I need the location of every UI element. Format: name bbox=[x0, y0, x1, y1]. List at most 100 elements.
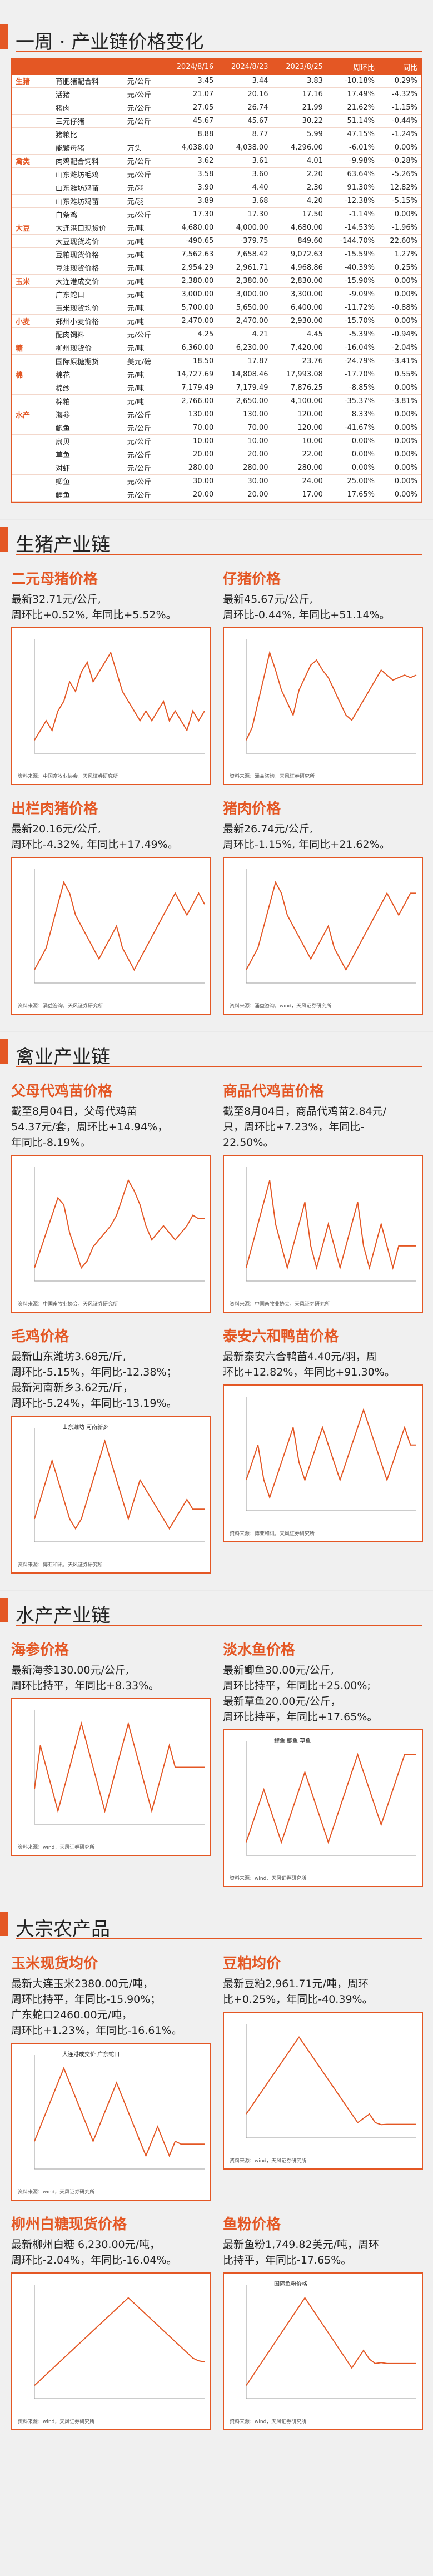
chart-card: 商品代鸡苗价格 截至8月04日，商品代鸡苗2.84元/只，周环比+7.23%，年同… bbox=[223, 1080, 423, 1313]
value-cell: 30.22 bbox=[271, 114, 326, 128]
value-cell: 2,470.00 bbox=[162, 314, 217, 328]
price-table: 2024/8/16 2024/8/23 2023/8/25 周环比 同比 生猪 育肥猪配合… bbox=[12, 59, 421, 502]
category-cell bbox=[12, 207, 52, 221]
value-cell: 17.30 bbox=[162, 207, 217, 221]
value-cell: 0.00% bbox=[378, 207, 421, 221]
category-cell bbox=[12, 194, 52, 208]
value-cell: 元/吨 bbox=[123, 234, 162, 248]
item-name-cell: 山东潍坊毛鸡 bbox=[52, 167, 124, 181]
value-cell: -35.37% bbox=[326, 394, 379, 408]
value-cell: 0.00% bbox=[378, 381, 421, 395]
table-row: 鲤鱼 元/公斤 20.00 20.00 17.00 17.65% 0.00% bbox=[12, 488, 421, 502]
value-cell bbox=[123, 127, 162, 141]
chart-box: 大连港成交价 广东蛇口 资料来源：wind，天风证券研究所 bbox=[11, 2043, 211, 2201]
value-cell: 0.00% bbox=[378, 448, 421, 461]
table-row: 糖柳州现货价 元/吨 6,360.00 6,230.00 7,420.00 -16.04%… bbox=[12, 341, 421, 355]
value-cell: 0.55% bbox=[378, 368, 421, 381]
value-cell: 1.27% bbox=[378, 247, 421, 261]
chart-title: 毛鸡价格 bbox=[11, 1328, 69, 1345]
value-cell: 20.00 bbox=[162, 448, 217, 461]
value-cell: -4.32% bbox=[378, 87, 421, 101]
value-cell: 元/公斤 bbox=[123, 87, 162, 101]
value-cell: 21.62% bbox=[326, 101, 379, 115]
value-cell: -2.04% bbox=[378, 341, 421, 355]
table-header-cell: 同比 bbox=[378, 59, 421, 75]
value-cell: -0.88% bbox=[378, 301, 421, 315]
value-cell: 4,296.00 bbox=[271, 141, 326, 155]
chart-description: 最新柳州白糖 6,230.00元/吨， 周环比-2.04%，年同比-16.04%。 bbox=[11, 2239, 177, 2266]
value-cell: 24.00 bbox=[271, 474, 326, 488]
chart-box: 国际鱼粉价格 资料来源：wind，天风证券研究所 bbox=[223, 2272, 423, 2430]
chart-description: 截至8月04日，父母代鸡苗 54.37元/套，周环比+14.94%， 年同比-8.1… bbox=[11, 1105, 168, 1149]
value-cell: -490.65 bbox=[162, 234, 217, 248]
value-cell: 6,230.00 bbox=[217, 341, 272, 355]
value-cell: 0.00% bbox=[378, 274, 421, 288]
item-name-cell: 猪粮比 bbox=[52, 127, 124, 141]
category-cell bbox=[12, 421, 52, 435]
value-cell: 2,470.00 bbox=[217, 314, 272, 328]
chart-card: 鱼粉价格 最新鱼粉1,749.82美元/吨，周环 比持平，年同比-17.65%。 国际… bbox=[223, 2213, 423, 2430]
chart-card: 二元母猪价格 最新32.71元/公斤, 周环比+0.52%, 年同比+5.52%。资… bbox=[11, 568, 211, 785]
item-name-cell: 山东潍坊鸡苗 bbox=[52, 194, 124, 208]
chart-title: 玉米现货均价 bbox=[11, 1955, 98, 1972]
table-row: 豆粕现货价格 元/吨 7,562.63 7,658.42 9,072.63 -15.59%… bbox=[12, 247, 421, 261]
item-name-cell: 草鱼 bbox=[52, 448, 124, 461]
category-cell bbox=[12, 141, 52, 155]
category-cell bbox=[12, 461, 52, 475]
item-name-cell: 配肉饲料 bbox=[52, 327, 124, 341]
chart-title: 淡水鱼价格 bbox=[223, 1642, 296, 1659]
chart-box: 资料来源：涌益咨询，天风证券研究所 bbox=[223, 627, 423, 785]
item-name-cell: 大豆现货均价 bbox=[52, 234, 124, 248]
chart-source: 资料来源：博亚和讯，天风证券研究所 bbox=[230, 1531, 315, 1537]
value-cell: 849.60 bbox=[271, 234, 326, 248]
table-row: 三元仔猪 元/公斤 45.67 45.67 30.22 51.14% -0.44% bbox=[12, 114, 421, 128]
value-cell: 4.20 bbox=[271, 194, 326, 208]
item-name-cell: 三元仔猪 bbox=[52, 114, 124, 128]
value-cell: 元/吨 bbox=[123, 274, 162, 288]
item-name-cell: 棉粕 bbox=[52, 394, 124, 408]
value-cell: 7,876.25 bbox=[271, 381, 326, 395]
chart-legend: 国际鱼粉价格 bbox=[274, 2281, 307, 2287]
chart-source: 资料来源：中国畜牧业协会，天风证券研究所 bbox=[18, 1302, 118, 1307]
chart-source: 资料来源：博亚和讯，天风证券研究所 bbox=[18, 1562, 103, 1568]
value-cell: -40.39% bbox=[326, 261, 379, 275]
item-name-cell: 国际原糖期货 bbox=[52, 354, 124, 368]
value-cell: 元/羽 bbox=[123, 181, 162, 195]
value-cell: 3.44 bbox=[217, 75, 272, 88]
value-cell: 0.00% bbox=[378, 461, 421, 475]
chart-description: 最新鲫鱼30.00元/公斤, 周环比持平，年同比+25.00%; 最新草鱼20.00… bbox=[223, 1664, 378, 1723]
item-name-cell: 棉纱 bbox=[52, 381, 124, 395]
value-cell: 0.00% bbox=[326, 448, 379, 461]
value-cell: 10.00 bbox=[217, 434, 272, 448]
value-cell: -1.14% bbox=[326, 207, 379, 221]
chart-box: 资料来源：涌益咨询，天风证券研究所 bbox=[11, 857, 211, 1015]
chart-description: 最新32.71元/公斤, 周环比+0.52%, 年同比+5.52%。 bbox=[11, 593, 177, 621]
value-cell: -144.70% bbox=[326, 234, 379, 248]
value-cell: 元/公斤 bbox=[123, 327, 162, 341]
value-cell: 7,179.49 bbox=[162, 381, 217, 395]
value-cell: -10.18% bbox=[326, 75, 379, 88]
value-cell: 7,562.63 bbox=[162, 247, 217, 261]
value-cell: 120.00 bbox=[271, 421, 326, 435]
value-cell: 10.00 bbox=[162, 434, 217, 448]
table-row: 活猪 元/公斤 21.07 20.16 17.16 17.49% -4.32% bbox=[12, 87, 421, 101]
category-cell bbox=[12, 234, 52, 248]
value-cell: 63.64% bbox=[326, 167, 379, 181]
value-cell: 元/公斤 bbox=[123, 448, 162, 461]
value-cell: 3.61 bbox=[217, 154, 272, 168]
category-cell bbox=[12, 247, 52, 261]
item-name-cell: 猪肉 bbox=[52, 101, 124, 115]
value-cell: 7,658.42 bbox=[217, 247, 272, 261]
value-cell: -17.70% bbox=[326, 368, 379, 381]
category-cell: 小麦 bbox=[12, 314, 52, 328]
chart-box: 资料来源：博亚和讯，天风证券研究所 bbox=[223, 1384, 423, 1542]
value-cell: 8.77 bbox=[217, 127, 272, 141]
section-header-hog: 生猪产业链 bbox=[0, 503, 433, 556]
value-cell: 25.00% bbox=[326, 474, 379, 488]
item-name-cell: 豆粕现货价格 bbox=[52, 247, 124, 261]
table-row: 白条鸡 元/公斤 17.30 17.30 17.50 -1.14% 0.00% bbox=[12, 207, 421, 221]
line-chart bbox=[34, 1167, 205, 1282]
value-cell: 3.58 bbox=[162, 167, 217, 181]
section-header-commodities: 大宗农产品 bbox=[0, 1887, 433, 1940]
item-name-cell: 能繁母猪 bbox=[52, 141, 124, 155]
